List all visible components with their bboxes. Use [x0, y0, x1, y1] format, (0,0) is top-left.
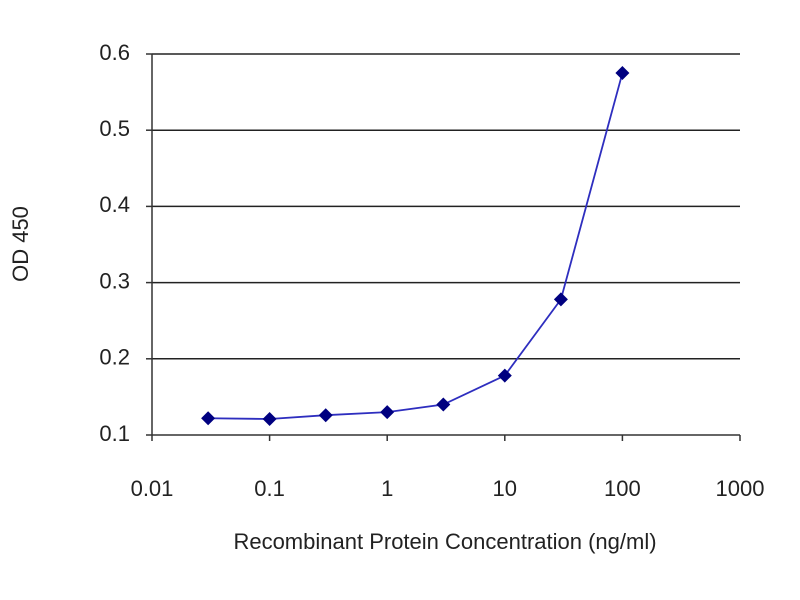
x-tick-label: 0.1 — [254, 476, 285, 501]
y-axis-label: OD 450 — [8, 206, 33, 282]
data-point — [262, 411, 277, 426]
y-tick-label: 0.3 — [99, 268, 130, 293]
y-tick-label: 0.2 — [99, 345, 130, 370]
data-line — [208, 72, 624, 420]
y-tick-label: 0.1 — [99, 421, 130, 446]
x-tick-label: 100 — [604, 476, 641, 501]
data-point — [318, 408, 333, 423]
x-axis-label: Recombinant Protein Concentration (ng/ml… — [233, 529, 656, 554]
y-tick-label: 0.4 — [99, 192, 130, 217]
x-tick-label: 1 — [381, 476, 393, 501]
data-point — [380, 405, 395, 420]
y-tick-label: 0.6 — [99, 40, 130, 65]
data-point — [615, 66, 630, 81]
x-tick-label: 10 — [493, 476, 517, 501]
data-point — [497, 368, 512, 383]
y-tick-label: 0.5 — [99, 116, 130, 141]
data-point — [201, 411, 216, 426]
x-tick-label: 1000 — [716, 476, 765, 501]
data-point — [436, 397, 451, 412]
data-point — [553, 292, 568, 307]
x-tick-label: 0.01 — [131, 476, 174, 501]
